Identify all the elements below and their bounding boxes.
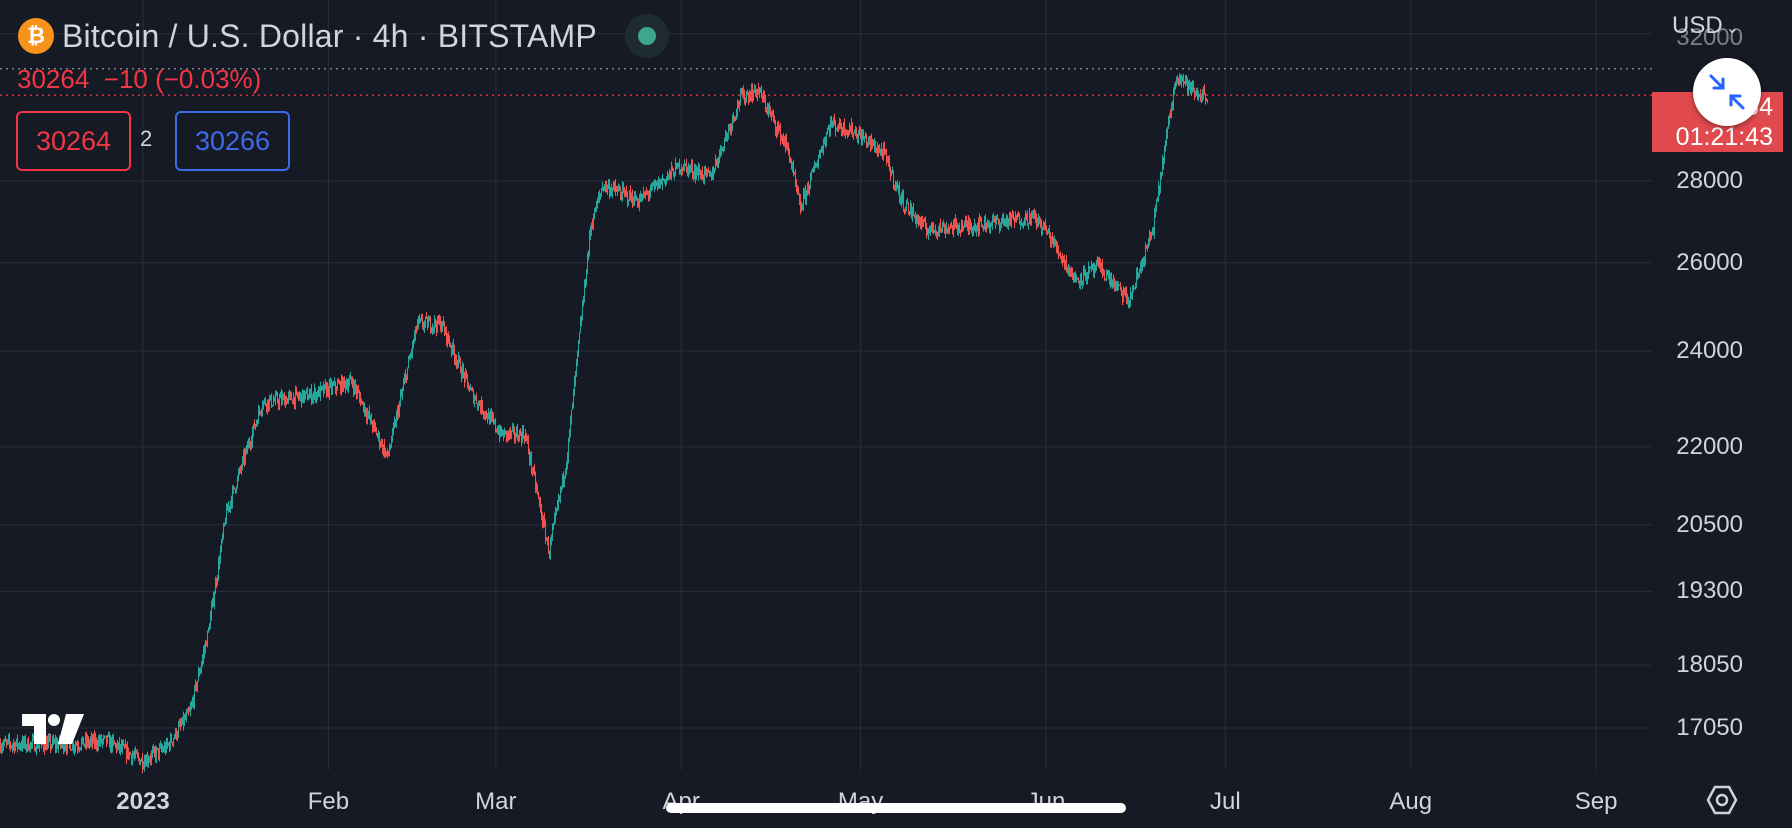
time-tick-label: Aug xyxy=(1389,788,1433,815)
time-tick-label: Sep xyxy=(1574,788,1618,815)
sell-button[interactable]: 30264 xyxy=(16,111,131,171)
time-tick-label: 2023 xyxy=(116,788,170,815)
market-open-dot-icon[interactable] xyxy=(624,14,669,58)
symbol-title[interactable]: Bitcoin / U.S. Dollar · 4h · BITSTAMP xyxy=(62,17,597,54)
spread-value: 2 xyxy=(140,126,153,151)
chevron-down-icon: ⌄ xyxy=(1725,20,1740,37)
buy-button[interactable]: 30266 xyxy=(175,111,290,171)
tradingview-logo[interactable] xyxy=(22,714,84,749)
price-tick-label: 20500 xyxy=(1676,510,1743,538)
price-tick-label: 24000 xyxy=(1676,336,1743,364)
price-tick-label: 26000 xyxy=(1676,248,1743,276)
time-tick-label: Jul xyxy=(1210,788,1241,815)
price-tick-label: 28000 xyxy=(1676,167,1743,194)
price-tick-label: 19300 xyxy=(1676,577,1743,605)
currency-selector[interactable]: USD ⌄ xyxy=(1672,12,1739,40)
price-tick-label: 32000 xyxy=(1676,23,1743,51)
collapse-button[interactable] xyxy=(1693,58,1761,126)
currency-label: USD xyxy=(1672,12,1723,39)
candles xyxy=(0,72,1208,774)
price-tick-label: 18050 xyxy=(1676,651,1743,679)
bar-countdown: 01:21:43 xyxy=(1675,123,1773,151)
chart-header[interactable]: ₿ Bitcoin / U.S. Dollar · 4h · BITSTAMP xyxy=(18,14,669,58)
bitcoin-icon: ₿ xyxy=(18,18,54,54)
collapse-arrows-icon xyxy=(1709,74,1745,110)
home-indicator[interactable] xyxy=(666,803,1126,813)
chart-grid xyxy=(0,0,1652,770)
price-change: 30264 −10 (−0.03%) xyxy=(17,64,262,94)
price-tick-label: 22000 xyxy=(1676,432,1743,460)
gear-icon[interactable] xyxy=(1706,784,1738,821)
time-tick-label: Feb xyxy=(307,788,350,815)
time-tick-label: Mar xyxy=(475,788,517,815)
price-tick-label: 17050 xyxy=(1676,714,1743,741)
